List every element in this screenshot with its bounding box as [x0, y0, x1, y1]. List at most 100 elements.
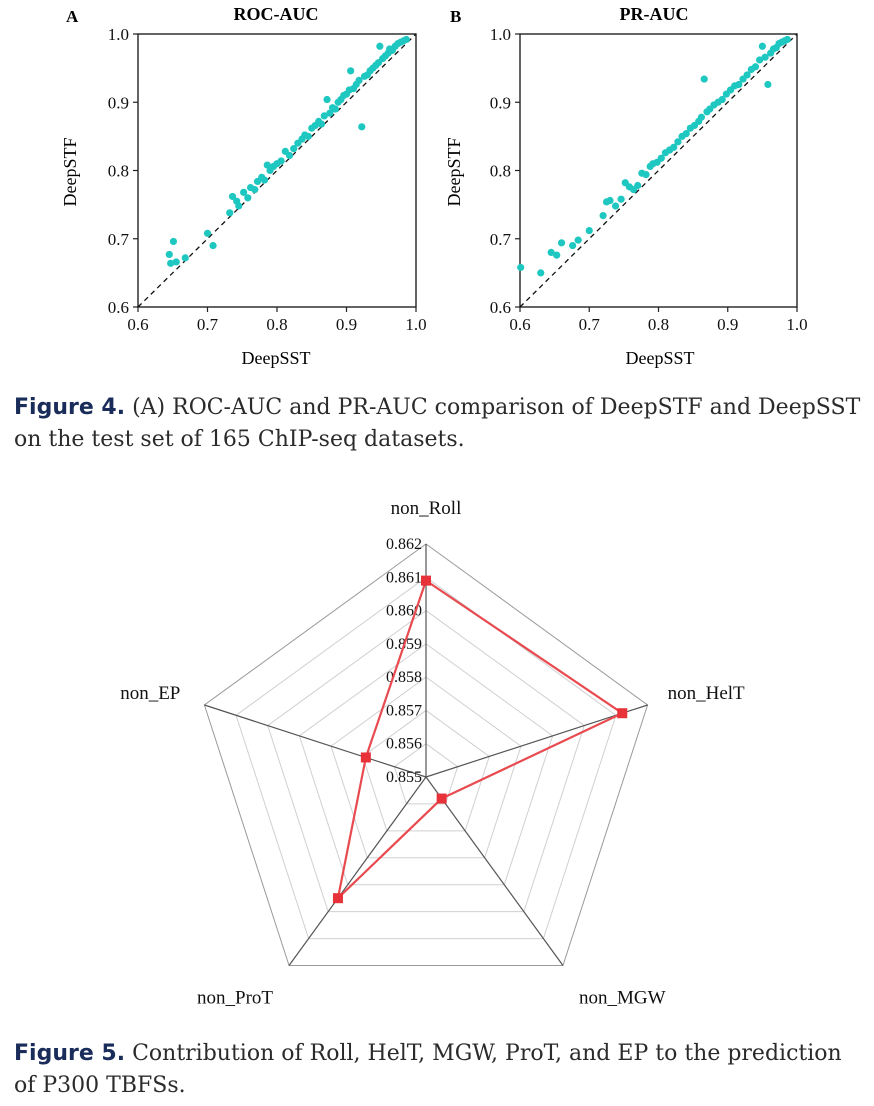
roc-auc-data-point [260, 176, 269, 184]
roc-auc-x-tick-label: 0.8 [266, 315, 287, 334]
pr-auc-x-tick-label: 0.7 [579, 315, 601, 334]
pr-auc-data-point [682, 130, 690, 138]
pr-auc-data-point [674, 138, 682, 146]
roc-auc-x-tick-label: 0.7 [197, 315, 219, 334]
pr-auc-x-tick-label: 0.9 [717, 315, 738, 334]
pr-auc-diagonal-reference-line [519, 33, 798, 308]
radar-radial-tick-label: 0.857 [386, 702, 422, 719]
roc-auc-ticks: 0.6 0.7 0.8 0.9 1.0 0.6 0.7 0.8 0.9 1.0 [108, 25, 427, 334]
roc-auc-data-point [331, 105, 339, 113]
roc-auc-data-point [323, 95, 331, 104]
roc-auc-data-point [304, 132, 312, 140]
pr-auc-y-tick-label: 0.9 [490, 93, 511, 112]
roc-auc-data-point [181, 254, 189, 262]
radar-axis-label: non_MGW [579, 988, 666, 1009]
roc-auc-data-point [203, 229, 212, 237]
radar-data-marker [421, 575, 431, 586]
radar-radial-tick-label: 0.861 [386, 569, 422, 586]
roc-auc-data-point [172, 258, 180, 266]
pr-auc-data-point [517, 263, 525, 272]
pr-auc-data-point [783, 35, 791, 44]
figure-5-label: Figure 5. [14, 1041, 126, 1066]
radar-grid-ring [393, 743, 459, 805]
roc-auc-data-point [244, 194, 252, 202]
panel-label-b: B [450, 7, 461, 26]
pr-auc-data-point [764, 80, 772, 89]
roc-auc-x-tick-label: 0.9 [336, 315, 357, 334]
radar-data-marker [436, 793, 447, 804]
pr-auc-data-point [700, 75, 708, 83]
pr-auc-data-point [634, 181, 642, 190]
pr-auc-y-tick-label: 0.7 [490, 230, 512, 249]
pr-auc-y-tick-label: 0.8 [490, 162, 511, 181]
radar-radial-tick-label: 0.860 [386, 603, 422, 620]
radar-grid-ring [330, 676, 522, 859]
roc-auc-data-point [347, 67, 355, 75]
pr-auc-data-point [758, 42, 766, 50]
pr-auc-data-point [718, 95, 726, 104]
pr-auc-data-point [599, 211, 607, 220]
pr-auc-data-point [606, 196, 614, 205]
pr-auc-points [517, 35, 791, 277]
pr-auc-y-tick-label: 0.6 [490, 298, 511, 317]
roc-auc-data-point [209, 241, 217, 250]
roc-auc-data-point [240, 188, 248, 196]
pr-auc-x-tick-label: 0.8 [648, 315, 669, 334]
roc-auc-y-tick-label: 0.6 [108, 298, 129, 317]
roc-auc-data-point [355, 76, 363, 85]
pr-auc-data-point [735, 80, 743, 89]
roc-auc-y-tick-label: 0.8 [108, 162, 129, 181]
roc-auc-y-tick-label: 1.0 [108, 25, 129, 44]
radar-chart: 0.8550.8560.8570.8580.8590.8600.8610.862… [120, 498, 745, 1009]
roc-auc-data-point [235, 202, 243, 210]
pr-auc-data-point [569, 241, 577, 250]
roc-auc-data-point [277, 157, 285, 165]
roc-auc-data-point [290, 145, 298, 153]
radar-grid-ring [203, 543, 649, 967]
roc-auc-data-point [251, 186, 259, 194]
radar-axis-label: non_Roll [391, 498, 462, 519]
pr-auc-xlabel: DeepSST [626, 348, 695, 368]
figure-4-caption: Figure 4. (A) ROC-AUC and PR-AUC compari… [14, 392, 864, 456]
figure-4-text: (A) ROC-AUC and PR-AUC comparison of Dee… [14, 395, 861, 452]
radar-grid-ring [362, 709, 490, 832]
panel-label-a: A [66, 7, 79, 26]
roc-auc-scatter-panel: A ROC-AUC DeepSST DeepSTF 0.6 0.7 0.8 0.9 1.… [60, 4, 427, 368]
roc-auc-x-tick-label: 0.6 [127, 315, 148, 334]
radar-data-polygon [336, 578, 625, 902]
roc-auc-data-point [263, 161, 271, 169]
roc-auc-data-point [285, 151, 294, 160]
figure-4-label: Figure 4. [14, 395, 126, 420]
radar-grid-ring [235, 576, 617, 940]
roc-auc-data-point [326, 109, 334, 117]
roc-auc-data-point [226, 209, 234, 217]
radar-radial-tick-label: 0.855 [386, 769, 422, 786]
pr-auc-scatter-panel: B PR-AUC DeepSST DeepSTF 0.6 0.7 0.8 0.9 1.0… [444, 4, 808, 368]
roc-auc-data-point [320, 112, 328, 120]
pr-auc-y-tick-label: 1.0 [490, 25, 511, 44]
pr-auc-data-point [657, 154, 665, 162]
pr-auc-data-point [697, 113, 706, 121]
pr-auc-title: PR-AUC [620, 4, 689, 24]
radar-axis-label: non_HelT [668, 683, 745, 704]
roc-auc-data-point [169, 237, 178, 246]
pr-auc-data-point [743, 71, 751, 79]
radar-axis-label: non_ProT [197, 988, 273, 1009]
roc-auc-x-tick-label: 1.0 [405, 315, 426, 334]
figure-5-text: Contribution of Roll, HelT, MGW, ProT, a… [14, 1041, 842, 1098]
pr-auc-ticks: 0.6 0.7 0.8 0.9 1.0 0.6 0.7 0.8 0.9 1.0 [490, 25, 808, 334]
roc-auc-diagonal-reference-line [137, 33, 417, 308]
roc-auc-data-point [402, 35, 410, 44]
roc-auc-y-tick-label: 0.9 [108, 93, 129, 112]
pr-auc-data-point [756, 56, 764, 64]
radar-spoke [204, 704, 427, 778]
radar-data-marker [617, 708, 628, 719]
roc-auc-data-point [167, 259, 175, 267]
figure-5-caption: Figure 5. Contribution of Roll, HelT, MG… [14, 1038, 864, 1102]
pr-auc-data-point [611, 202, 620, 210]
pr-auc-x-tick-label: 1.0 [786, 315, 807, 334]
roc-auc-data-point [376, 42, 384, 50]
radar-axis-label: non_EP [120, 683, 180, 704]
pr-auc-ylabel: DeepSTF [444, 138, 464, 207]
